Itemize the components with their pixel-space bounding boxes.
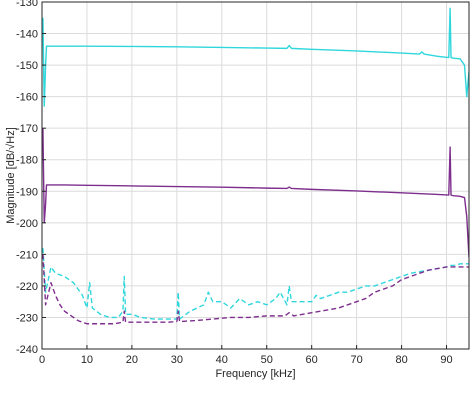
y-tick-label: -180 (16, 155, 38, 167)
y-tick-label: -160 (16, 92, 38, 104)
series-line-4 (42, 254, 469, 325)
x-tick-label: 30 (171, 354, 183, 366)
axes-box (41, 1, 470, 350)
y-tick-label: -140 (16, 29, 38, 41)
x-axis: 0 10 20 30 40 50 60 70 80 90 (39, 345, 453, 366)
x-tick-label: 10 (81, 354, 93, 366)
x-tick-label: 70 (351, 354, 363, 366)
x-tick-label: 80 (395, 354, 407, 366)
x-tick-label: 90 (440, 354, 452, 366)
x-tick-label: 0 (39, 354, 45, 366)
x-tick-label: 50 (261, 354, 273, 366)
y-tick-label: -210 (16, 249, 38, 261)
y-axis-label: Magnitude [dB/√Hz] (5, 127, 17, 224)
y-tick-label: -200 (16, 218, 38, 230)
y-tick-label: -230 (16, 312, 38, 324)
series-line-2 (42, 128, 469, 258)
series-line-1 (42, 7, 469, 107)
y-tick-label: -130 (16, 0, 38, 9)
x-tick-label: 60 (306, 354, 318, 366)
x-tick-label: 20 (126, 354, 138, 366)
y-tick-label: -220 (16, 281, 38, 293)
y-axis: -130 -140 -150 -160 -170 -180 -190 -200 -210 -220… (16, 0, 46, 356)
x-tick-label: 40 (216, 354, 228, 366)
y-tick-label: -150 (16, 60, 38, 72)
y-tick-label: -190 (16, 186, 38, 198)
x-axis-label: Frequency [kHz] (215, 368, 295, 380)
series-line-3 (42, 248, 469, 320)
y-tick-label: -170 (16, 123, 38, 135)
grid (41, 1, 469, 350)
y-tick-label: -240 (16, 344, 38, 356)
plot-area (42, 7, 469, 325)
